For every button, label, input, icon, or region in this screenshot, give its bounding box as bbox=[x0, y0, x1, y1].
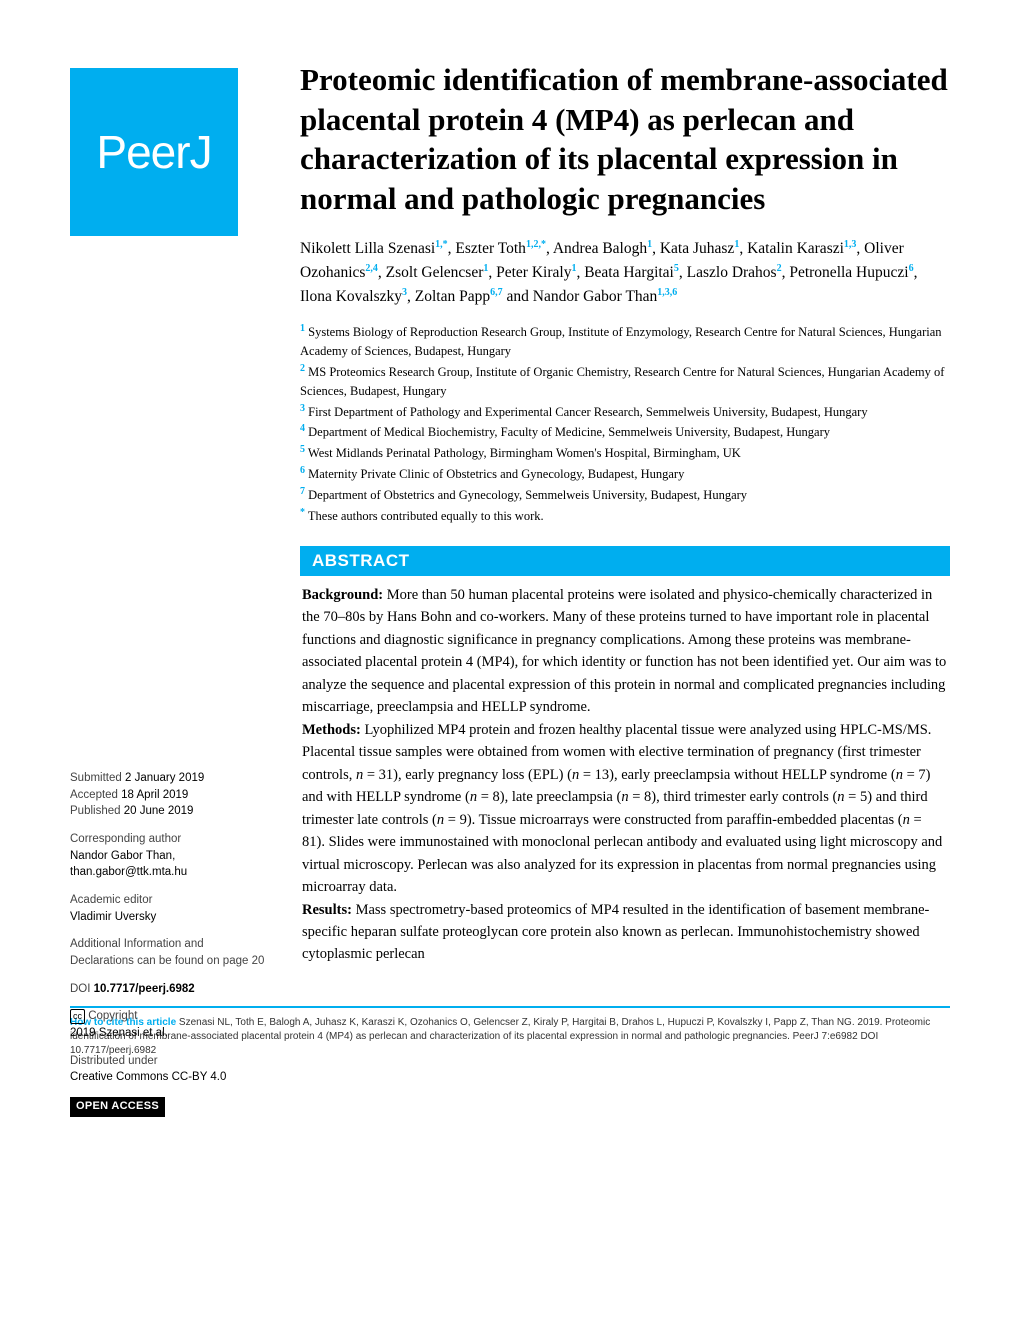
editor-block: Academic editor Vladimir Uversky bbox=[70, 892, 270, 925]
author-affiliation-marker: 1,* bbox=[435, 239, 448, 250]
affiliation-text: Maternity Private Clinic of Obstetrics a… bbox=[305, 467, 684, 481]
affiliation-row: 4 Department of Medical Biochemistry, Fa… bbox=[300, 421, 950, 442]
accepted-date: 18 April 2019 bbox=[118, 789, 188, 801]
author-affiliation-marker: 5 bbox=[674, 263, 679, 274]
author: Katalin Karaszi bbox=[747, 240, 844, 257]
affiliation-text: Department of Obstetrics and Gynecology,… bbox=[305, 488, 747, 502]
license-block: Distributed under Creative Commons CC-BY… bbox=[70, 1053, 270, 1086]
affiliation-row: 1 Systems Biology of Reproduction Resear… bbox=[300, 321, 950, 361]
corresponding-email: than.gabor@ttk.mta.hu bbox=[70, 866, 187, 878]
author: Nikolett Lilla Szenasi bbox=[300, 240, 435, 257]
affiliation-row: * These authors contributed equally to t… bbox=[300, 505, 950, 526]
open-access-badge: OPEN ACCESS bbox=[70, 1097, 270, 1117]
author: Peter Kiraly bbox=[496, 264, 571, 281]
methods-label: Methods: bbox=[302, 722, 361, 738]
author-affiliation-marker: 6,7 bbox=[490, 287, 503, 298]
affiliation-text: Department of Medical Biochemistry, Facu… bbox=[305, 426, 830, 440]
doi-block: DOI 10.7717/peerj.6982 bbox=[70, 981, 270, 998]
journal-logo: PeerJ bbox=[70, 68, 238, 236]
published-label: Published bbox=[70, 805, 121, 817]
affiliation-text: West Midlands Perinatal Pathology, Birmi… bbox=[305, 446, 741, 460]
affiliation-text: First Department of Pathology and Experi… bbox=[305, 405, 868, 419]
corresponding-label: Corresponding author bbox=[70, 833, 181, 845]
license-text[interactable]: Creative Commons CC-BY 4.0 bbox=[70, 1071, 226, 1083]
author-affiliation-marker: 1 bbox=[571, 263, 576, 274]
background-label: Background: bbox=[302, 587, 383, 603]
author: Beata Hargitai bbox=[584, 264, 674, 281]
cc-icon: cc bbox=[70, 1009, 85, 1024]
copyright-text: 2019 Szenasi et al. bbox=[70, 1027, 168, 1039]
affiliation-row: 6 Maternity Private Clinic of Obstetrics… bbox=[300, 463, 950, 484]
abstract-heading: ABSTRACT bbox=[300, 546, 950, 576]
affiliation-text: MS Proteomics Research Group, Institute … bbox=[300, 365, 944, 398]
article-title: Proteomic identification of membrane-ass… bbox=[300, 60, 950, 219]
author-affiliation-marker: 2 bbox=[777, 263, 782, 274]
corresponding-name: Nandor Gabor Than, bbox=[70, 850, 175, 862]
author-affiliation-marker: 1 bbox=[647, 239, 652, 250]
author: Petronella Hupuczi bbox=[789, 264, 908, 281]
results-label: Results: bbox=[302, 902, 352, 918]
author-affiliation-marker: 1,3 bbox=[844, 239, 857, 250]
doi-value[interactable]: 10.7717/peerj.6982 bbox=[94, 983, 195, 995]
accepted-label: Accepted bbox=[70, 789, 118, 801]
copyright-label: Copyright bbox=[85, 1010, 137, 1022]
background-text: More than 50 human placental proteins we… bbox=[302, 587, 946, 715]
author: Ilona Kovalszky bbox=[300, 288, 402, 305]
doi-label: DOI bbox=[70, 983, 94, 995]
submitted-label: Submitted bbox=[70, 772, 122, 784]
author-affiliation-marker: 1 bbox=[734, 239, 739, 250]
submitted-date: 2 January 2019 bbox=[122, 772, 204, 784]
author-affiliation-marker: 1,3,6 bbox=[657, 287, 677, 298]
author-list: Nikolett Lilla Szenasi1,*, Eszter Toth1,… bbox=[300, 237, 950, 310]
affiliation-row: 3 First Department of Pathology and Expe… bbox=[300, 401, 950, 422]
author: Andrea Balogh bbox=[553, 240, 647, 257]
author-affiliation-marker: 6 bbox=[909, 263, 914, 274]
affiliation-row: 7 Department of Obstetrics and Gynecolog… bbox=[300, 484, 950, 505]
author: Laszlo Drahos bbox=[687, 264, 777, 281]
results-text: Mass spectrometry-based proteomics of MP… bbox=[302, 902, 929, 963]
affiliation-text: These authors contributed equally to thi… bbox=[305, 509, 544, 523]
dates-block: Submitted 2 January 2019 Accepted 18 Apr… bbox=[70, 770, 270, 820]
affiliation-row: 2 MS Proteomics Research Group, Institut… bbox=[300, 361, 950, 401]
author: Eszter Toth bbox=[455, 240, 526, 257]
affiliation-text: Systems Biology of Reproduction Research… bbox=[300, 325, 942, 358]
article-sidebar: Submitted 2 January 2019 Accepted 18 Apr… bbox=[70, 770, 270, 1128]
additional-info: Additional Information and Declarations … bbox=[70, 936, 270, 969]
methods-text: Lyophilized MP4 protein and frozen healt… bbox=[302, 722, 942, 895]
author-affiliation-marker: 1,2,* bbox=[526, 239, 546, 250]
editor-name: Vladimir Uversky bbox=[70, 911, 156, 923]
author-affiliation-marker: 1 bbox=[483, 263, 488, 274]
author-affiliation-marker: 3 bbox=[402, 287, 407, 298]
author: Kata Juhasz bbox=[660, 240, 734, 257]
abstract-body: Background: More than 50 human placental… bbox=[300, 576, 950, 966]
affiliation-row: 5 West Midlands Perinatal Pathology, Bir… bbox=[300, 442, 950, 463]
affiliation-list: 1 Systems Biology of Reproduction Resear… bbox=[300, 321, 950, 526]
author: Zoltan Papp bbox=[415, 288, 490, 305]
corresponding-block: Corresponding author Nandor Gabor Than, … bbox=[70, 831, 270, 881]
author-affiliation-marker: 2,4 bbox=[365, 263, 378, 274]
author: Nandor Gabor Than bbox=[533, 288, 658, 305]
author: Zsolt Gelencser bbox=[386, 264, 484, 281]
editor-label: Academic editor bbox=[70, 894, 152, 906]
copyright-block: cc Copyright 2019 Szenasi et al. bbox=[70, 1008, 270, 1041]
published-date: 20 June 2019 bbox=[121, 805, 194, 817]
distributed-label: Distributed under bbox=[70, 1055, 158, 1067]
